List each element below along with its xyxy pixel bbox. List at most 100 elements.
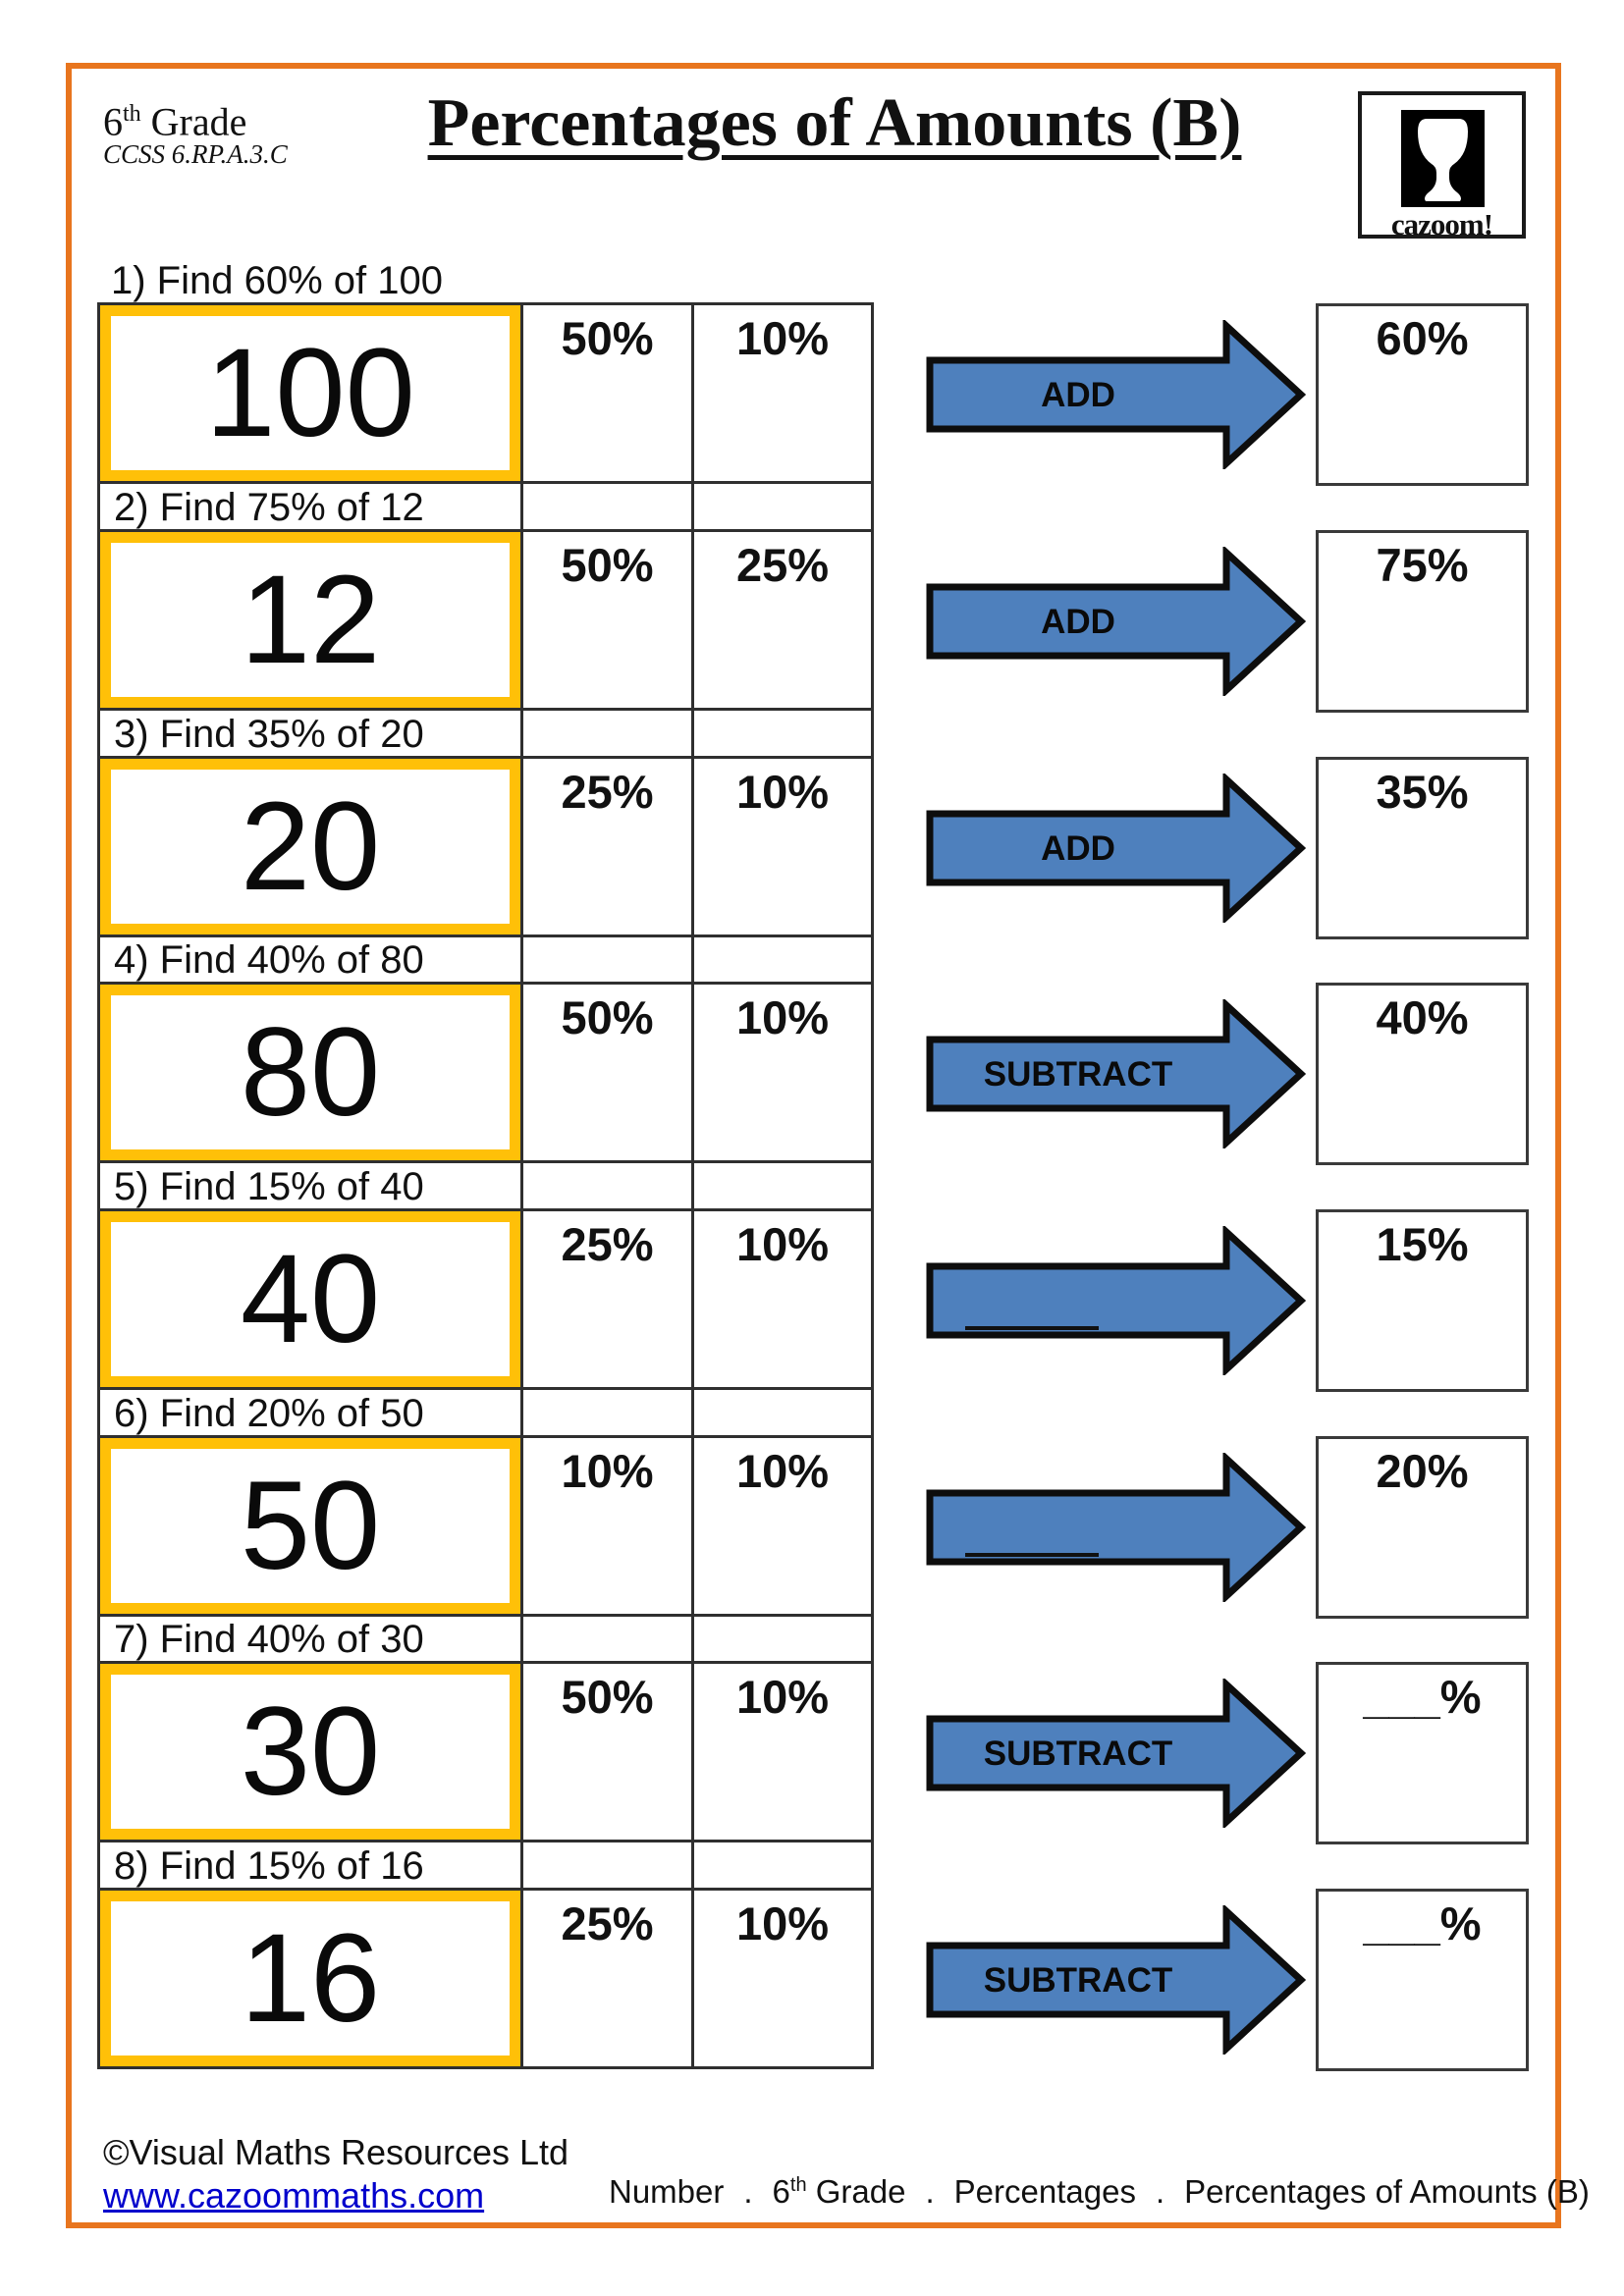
ccss-standard-label: CCSS 6.RP.A.3.C [103,139,288,169]
website-link[interactable]: www.cazoommaths.com [103,2175,485,2216]
operation-arrow-icon [926,1226,1306,1375]
question-label-row: 6) Find 20% of 50 [97,1390,874,1437]
breadcrumb-separator: . [743,2173,753,2210]
amount-highlight-box: 80 [100,985,520,1160]
question-label-row: 2) Find 75% of 12 [97,484,874,531]
percent-label-1: 50% [561,312,654,364]
amount-cell: 100 [100,305,523,481]
amount-value: 30 [240,1681,381,1822]
operation-arrow-label: SUBTRACT [984,1055,1172,1094]
question-label: 8) Find 15% of 16 [114,1844,424,1888]
question-label: 3) Find 35% of 20 [114,713,424,756]
amount-highlight-box: 16 [100,1891,520,2066]
amount-value: 12 [240,549,381,690]
percent-cell-2: 10% [694,1891,871,2066]
grade-heading: 6th Grade [103,99,247,144]
working-table: 16 25% 10% [97,1888,874,2069]
operation-arrow-label: ADD [1041,376,1115,414]
answer-box: 35% [1316,757,1529,939]
question-block-8: 8) Find 15% of 16 16 25% 10% SUBTRACT __… [0,1842,1624,2071]
answer-box: 60% [1316,303,1529,486]
percent-cell-1: 50% [523,305,694,481]
target-percent-label: ___% [1363,1671,1482,1723]
amount-cell: 30 [100,1664,523,1840]
percent-cell-1: 50% [523,985,694,1160]
target-percent-label: 60% [1376,312,1469,364]
question-block-4: 4) Find 40% of 80 80 50% 10% SUBTRACT 40… [0,936,1624,1165]
drum-icon [1401,110,1485,207]
question-label-row: 1) Find 60% of 100 [97,257,874,302]
operation-arrow-label: ADD [1041,829,1115,868]
percent-cell-2: 25% [694,532,871,708]
percent-label-1: 10% [561,1445,654,1497]
percent-label-2: 10% [735,991,830,1043]
percent-cell-2: 10% [694,759,871,934]
breadcrumb-item-percentages: Percentages [953,2173,1136,2210]
operation-arrow-icon [926,1453,1306,1602]
percent-label-1: 25% [561,1218,654,1270]
question-label-row: 3) Find 35% of 20 [97,711,874,758]
answer-box: 40% [1316,983,1529,1165]
percent-label-2: 10% [735,1897,830,1949]
target-percent-label: 75% [1376,539,1469,591]
amount-highlight-box: 40 [100,1211,520,1387]
working-table: 20 25% 10% [97,756,874,937]
percent-cell-2: 10% [694,1664,871,1840]
operation-arrow-icon: ADD [926,320,1306,469]
percent-cell-1: 10% [523,1438,694,1614]
amount-highlight-box: 50 [100,1438,520,1614]
answer-box: 75% [1316,530,1529,713]
operation-arrow-icon: ADD [926,774,1306,923]
copyright-text: ©Visual Maths Resources Ltd [103,2132,569,2172]
question-label: 5) Find 15% of 40 [114,1165,424,1208]
question-block-5: 5) Find 15% of 40 40 25% 10% 15% [0,1163,1624,1392]
working-table: 30 50% 10% [97,1661,874,1842]
percent-cell-1: 25% [523,1211,694,1387]
amount-value: 20 [240,775,381,917]
percent-cell-2: 10% [694,1438,871,1614]
percent-cell-1: 25% [523,1891,694,2066]
operation-arrow-icon: SUBTRACT [926,1679,1306,1828]
amount-value: 80 [240,1001,381,1143]
percent-cell-1: 25% [523,759,694,934]
answer-box: 15% [1316,1209,1529,1392]
amount-highlight-box: 30 [100,1664,520,1840]
cazoom-logo: cazoom! [1358,91,1526,241]
amount-value: 16 [240,1907,381,2049]
question-label-row: 5) Find 15% of 40 [97,1163,874,1210]
answer-box: 20% [1316,1436,1529,1619]
working-table: 80 50% 10% [97,982,874,1163]
target-percent-label: 20% [1376,1445,1469,1497]
amount-cell: 50 [100,1438,523,1614]
percent-label-1: 50% [561,539,654,591]
page-title: Percentages of Amounts (B) [427,85,1242,161]
amount-cell: 40 [100,1211,523,1387]
question-label-row: 4) Find 40% of 80 [97,936,874,984]
operation-arrow-label: ADD [1041,603,1115,641]
percent-cell-1: 50% [523,1664,694,1840]
breadcrumb-separator: . [1155,2173,1165,2210]
percent-label-1: 50% [561,991,654,1043]
operation-arrow-icon: SUBTRACT [926,999,1306,1148]
question-label-row: 7) Find 40% of 30 [97,1616,874,1663]
cazoom-logo-text: cazoom! [1390,207,1493,241]
percent-label-2: 10% [735,766,830,818]
operation-arrow-label: SUBTRACT [984,1735,1172,1773]
amount-value: 50 [240,1455,381,1596]
target-percent-label: 35% [1376,766,1469,818]
grade-superscript: th [123,101,141,127]
question-block-7: 7) Find 40% of 30 30 50% 10% SUBTRACT __… [0,1616,1624,1844]
breadcrumb-item-worksheet: Percentages of Amounts (B) [1184,2173,1590,2210]
working-table: 12 50% 25% [97,529,874,711]
amount-highlight-box: 12 [100,532,520,708]
question-block-1: 1) Find 60% of 100 100 50% 10% ADD 60% [0,257,1624,486]
amount-cell: 20 [100,759,523,934]
working-table: 50 10% 10% [97,1435,874,1617]
question-label-row: 8) Find 15% of 16 [97,1842,874,1890]
question-block-6: 6) Find 20% of 50 50 10% 10% 20% [0,1390,1624,1619]
operation-arrow-icon: SUBTRACT [926,1905,1306,2055]
answer-box: ___% [1316,1662,1529,1844]
amount-highlight-box: 20 [100,759,520,934]
percent-cell-2: 10% [694,1211,871,1387]
percent-label-2: 10% [735,312,830,364]
